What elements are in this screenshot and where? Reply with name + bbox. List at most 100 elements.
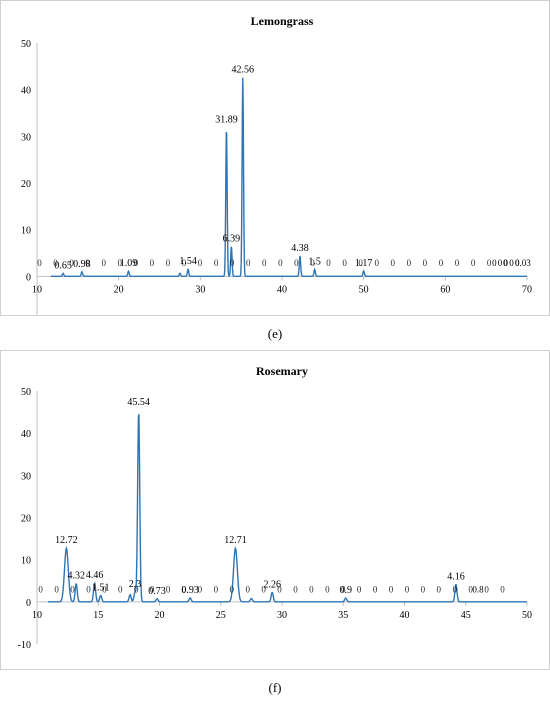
rosemary-xtick-label: 35 xyxy=(338,610,348,621)
lemongrass-xtick-label: 40 xyxy=(277,284,287,295)
rosemary-baseline-label: 0 xyxy=(437,585,442,595)
lemongrass-peak-label: 0.65 xyxy=(54,260,72,271)
chart-panel-rosemary: Rosemary -10 0 10 20 30 40 50 10 15 20 25 30 35 40 45 50… xyxy=(0,350,550,670)
rosemary-xtick-label: 50 xyxy=(522,610,532,621)
rosemary-peak-label: 45.54 xyxy=(127,397,150,408)
lemongrass-ytick-label: 0 xyxy=(26,272,31,283)
rosemary-ytick-label: 30 xyxy=(21,471,31,482)
lemongrass-ytick-label: 30 xyxy=(21,132,31,143)
lemongrass-baseline-label: 0 xyxy=(374,258,379,268)
rosemary-baseline-label: 0 xyxy=(373,585,378,595)
rosemary-xtick-label: 45 xyxy=(461,610,471,621)
figure-caption-f: (f) xyxy=(268,680,282,695)
rosemary-baseline-label: 0 xyxy=(277,585,282,595)
rosemary-baseline-label: 0 xyxy=(357,585,362,595)
lemongrass-baseline-label: 0 xyxy=(487,258,492,268)
rosemary-peak-label: 4.32 xyxy=(67,571,85,582)
rosemary-baseline-label: 0 xyxy=(325,585,330,595)
rosemary-ytick-label: 40 xyxy=(21,429,31,440)
lemongrass-ytick-label: 40 xyxy=(21,86,31,97)
lemongrass-peak-label: 1.09 xyxy=(120,258,138,269)
lemongrass-baseline-label: 0 xyxy=(423,258,428,268)
lemongrass-peak-label: 1.17 xyxy=(355,258,373,269)
rosemary-ytick-label: 20 xyxy=(21,514,31,525)
lemongrass-xtick-label: 60 xyxy=(440,284,450,295)
lemongrass-baseline-label: 0 xyxy=(509,258,514,268)
lemongrass-baseline-label: 0 xyxy=(134,258,139,268)
lemongrass-baseline-label: 0 xyxy=(150,258,155,268)
rosemary-peak-label: 1.51 xyxy=(92,582,110,593)
lemongrass-xtick-label: 30 xyxy=(195,284,205,295)
lemongrass-baseline-label: 0 xyxy=(85,258,90,268)
rosemary-baseline-label: 0 xyxy=(134,585,139,595)
rosemary-baseline-label: 0.8 xyxy=(472,585,484,595)
rosemary-baseline-label: 0 xyxy=(341,585,346,595)
rosemary-peak-label: 12.71 xyxy=(224,535,247,546)
lemongrass-peak-label: 6.39 xyxy=(223,234,241,245)
lemongrass-ytick-label: 50 xyxy=(21,39,31,50)
lemongrass-baseline-label: 0 xyxy=(471,258,476,268)
lemongrass-peak-label: 1.5 xyxy=(308,256,321,267)
rosemary-chart: Rosemary -10 0 10 20 30 40 50 10 15 20 25 30 35 40 45 50… xyxy=(18,364,532,651)
rosemary-peak-label: 12.72 xyxy=(55,535,78,546)
rosemary-ytick-label: 10 xyxy=(21,556,31,567)
lemongrass-peak-label: 42.56 xyxy=(232,65,255,76)
rosemary-baseline-label: 0 xyxy=(86,585,91,595)
lemongrass-baseline-label: 0 xyxy=(407,258,412,268)
lemongrass-baseline-label: 0 xyxy=(262,258,267,268)
rosemary-baseline-label: 0 xyxy=(389,585,394,595)
lemongrass-peak-label: 1.54 xyxy=(179,256,197,267)
rosemary-baseline-label: 0 xyxy=(309,585,314,595)
rosemary-baseline-label: 0 xyxy=(500,585,505,595)
lemongrass-peak-label: 4.38 xyxy=(291,243,309,254)
lemongrass-ytick-label: 20 xyxy=(21,179,31,190)
lemongrass-chart: Lemongrass-10010203040501020304050607000… xyxy=(18,14,532,330)
lemongrass-baseline-label: 0 xyxy=(294,258,299,268)
lemongrass-baseline-label: 0 xyxy=(358,258,363,268)
lemongrass-baseline-label: 0 xyxy=(198,258,203,268)
rosemary-ytick-label: -10 xyxy=(18,640,31,651)
lemongrass-baseline-label: 0 xyxy=(118,258,123,268)
rosemary-xtick-label: 20 xyxy=(155,610,165,621)
rosemary-baseline-label: 0 xyxy=(118,585,123,595)
rosemary-xtick-label: 25 xyxy=(216,610,226,621)
rosemary-baseline-label: 0 xyxy=(405,585,410,595)
rosemary-baseline-label: 0 xyxy=(166,585,171,595)
rosemary-baseline-label: 0 xyxy=(182,585,187,595)
lemongrass-xtick-label: 20 xyxy=(114,284,124,295)
lemongrass-title: Lemongrass xyxy=(251,14,314,28)
rosemary-baseline-label: 0 xyxy=(102,585,107,595)
lemongrass-baseline-label: 0 xyxy=(310,258,315,268)
rosemary-title: Rosemary xyxy=(256,364,308,378)
rosemary-baseline-label: 0 xyxy=(38,585,43,595)
lemongrass-series-line xyxy=(50,77,527,278)
lemongrass-xtick-label: 10 xyxy=(32,284,42,295)
lemongrass-ytick-label: 10 xyxy=(21,226,31,237)
rosemary-baseline-label: 0 xyxy=(230,585,235,595)
lemongrass-xtick-label: 70 xyxy=(522,284,532,295)
lemongrass-baseline-label: 0 xyxy=(101,258,106,268)
lemongrass-baseline-label: 0 xyxy=(439,258,444,268)
lemongrass-baseline-label: 0 xyxy=(503,258,508,268)
lemongrass-peak-label: 0.98 xyxy=(73,259,91,270)
rosemary-baseline-label: 0 xyxy=(198,585,203,595)
lemongrass-baseline-label: 0 xyxy=(278,258,283,268)
rosemary-baseline-label: 0 xyxy=(54,585,59,595)
lemongrass-baseline-label: 0 xyxy=(69,258,74,268)
rosemary-baseline-label: 0 xyxy=(150,585,155,595)
rosemary-xtick-label: 30 xyxy=(277,610,287,621)
rosemary-peak-label: 2.3 xyxy=(129,579,142,590)
lemongrass-baseline-label: 0 xyxy=(342,258,347,268)
rosemary-ytick-label: 50 xyxy=(21,387,31,398)
rosemary-xtick-label: 15 xyxy=(93,610,103,621)
lemongrass-xtick-label: 50 xyxy=(359,284,369,295)
rosemary-baseline-label: 0 xyxy=(245,585,250,595)
chart-panel-lemongrass: Lemongrass-10010203040501020304050607000… xyxy=(0,0,550,330)
lemongrass-baseline-label: 0 xyxy=(515,258,520,268)
rosemary-series-line xyxy=(48,414,527,603)
lemongrass-baseline-label: 0 xyxy=(455,258,460,268)
rosemary-peak-label: 0.9 xyxy=(339,585,352,596)
rosemary-xtick-label: 40 xyxy=(400,610,410,621)
lemongrass-baseline-label: 0 xyxy=(326,258,331,268)
lemongrass-baseline-label: 0 xyxy=(492,258,497,268)
